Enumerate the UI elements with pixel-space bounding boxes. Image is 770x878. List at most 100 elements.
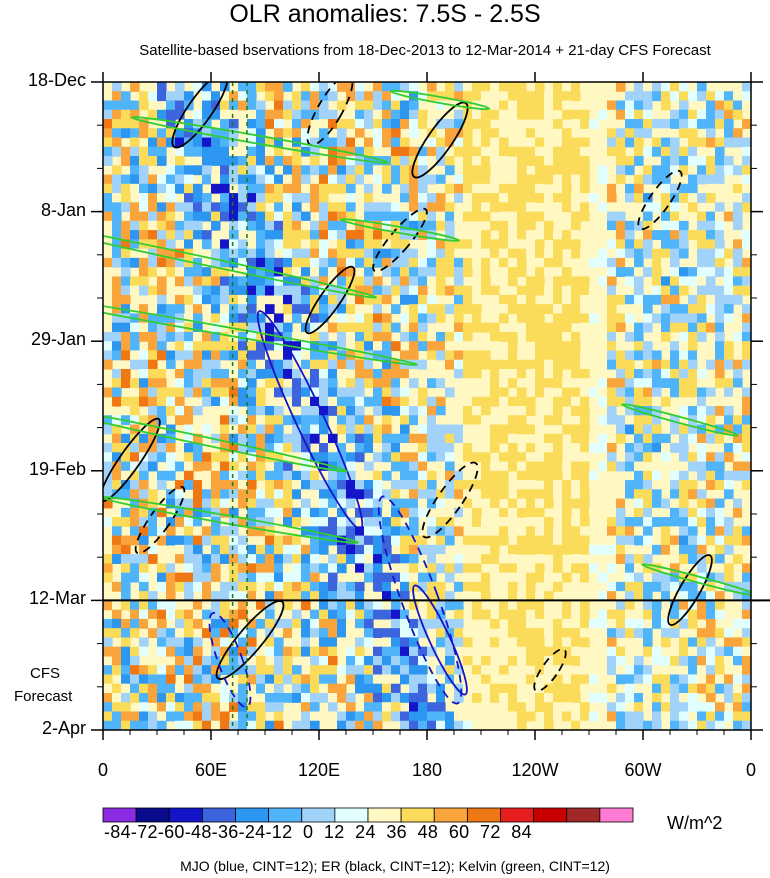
- field-cell: [742, 461, 751, 472]
- field-cell: [391, 82, 401, 92]
- field-cell: [580, 156, 590, 166]
- field-cell: [382, 368, 392, 379]
- field-cell: [310, 146, 320, 157]
- field-cell: [157, 720, 167, 730]
- field-cell: [409, 368, 419, 379]
- field-cell: [283, 628, 293, 639]
- field-cell: [211, 211, 221, 222]
- field-cell: [400, 193, 410, 203]
- field-cell: [112, 692, 122, 703]
- field-cell: [679, 489, 689, 500]
- field-cell: [310, 313, 320, 324]
- field-cell: [517, 230, 527, 240]
- field-cell: [301, 572, 311, 583]
- field-cell: [265, 165, 275, 176]
- field-cell: [337, 618, 347, 629]
- field-cell: [265, 193, 275, 203]
- field-cell: [319, 313, 329, 324]
- field-cell: [283, 230, 293, 240]
- field-cell: [292, 331, 302, 342]
- field-cell: [688, 507, 698, 518]
- field-cell: [652, 600, 662, 611]
- field-cell: [373, 239, 383, 250]
- field-cell: [679, 220, 689, 231]
- field-cell: [274, 424, 284, 435]
- field-cell: [256, 341, 266, 352]
- field-cell: [553, 563, 563, 574]
- field-cell: [274, 572, 284, 583]
- field-cell: [283, 655, 293, 666]
- field-cell: [643, 341, 653, 352]
- field-cell: [472, 535, 482, 546]
- field-cell: [157, 267, 167, 277]
- field-cell: [661, 609, 671, 620]
- field-cell: [526, 156, 536, 166]
- field-cell: [706, 294, 716, 305]
- field-cell: [715, 535, 725, 546]
- field-cell: [364, 480, 374, 490]
- field-cell: [571, 202, 581, 213]
- field-cell: [688, 452, 698, 463]
- field-cell: [526, 674, 536, 685]
- field-cell: [715, 406, 725, 416]
- field-cell: [724, 276, 734, 287]
- field-cell: [148, 239, 158, 250]
- field-cell: [247, 294, 257, 305]
- field-cell: [121, 100, 131, 111]
- field-cell: [571, 146, 581, 157]
- field-cell: [202, 230, 212, 240]
- field-cell: [112, 683, 122, 694]
- field-cell: [310, 415, 320, 426]
- field-cell: [391, 368, 401, 379]
- field-cell: [337, 554, 347, 564]
- field-cell: [706, 572, 716, 583]
- field-cell: [166, 137, 176, 148]
- field-cell: [436, 322, 446, 333]
- field-cell: [220, 100, 230, 111]
- field-cell: [382, 396, 392, 407]
- field-cell: [229, 230, 239, 240]
- field-cell: [481, 165, 491, 176]
- field-cell: [148, 156, 158, 166]
- field-cell: [139, 230, 149, 240]
- field-cell: [247, 581, 257, 592]
- field-cell: [607, 443, 617, 453]
- field-cell: [427, 220, 437, 231]
- field-cell: [544, 433, 554, 444]
- field-cell: [688, 119, 698, 129]
- field-cell: [184, 692, 194, 703]
- field-cell: [202, 461, 212, 472]
- field-cell: [544, 248, 554, 259]
- field-cell: [292, 618, 302, 629]
- field-cell: [337, 535, 347, 546]
- field-cell: [193, 665, 203, 676]
- field-cell: [301, 378, 311, 389]
- field-cell: [220, 452, 230, 463]
- field-cell: [346, 692, 356, 703]
- field-cell: [580, 82, 590, 92]
- field-cell: [238, 100, 248, 111]
- field-cell: [364, 470, 374, 481]
- field-cell: [688, 183, 698, 194]
- field-cell: [310, 692, 320, 703]
- field-cell: [130, 183, 140, 194]
- field-cell: [724, 535, 734, 546]
- field-cell: [598, 470, 608, 481]
- field-cell: [400, 535, 410, 546]
- field-cell: [661, 174, 671, 185]
- field-cell: [139, 461, 149, 472]
- field-cell: [562, 378, 572, 389]
- field-cell: [481, 433, 491, 444]
- field-cell: [517, 183, 527, 194]
- field-cell: [634, 294, 644, 305]
- field-cell: [715, 424, 725, 435]
- field-cell: [310, 322, 320, 333]
- field-cell: [139, 646, 149, 657]
- field-cell: [211, 220, 221, 231]
- field-cell: [535, 183, 545, 194]
- field-cell: [571, 368, 581, 379]
- field-cell: [427, 702, 437, 713]
- field-cell: [553, 146, 563, 157]
- field-cell: [130, 720, 140, 730]
- field-cell: [643, 146, 653, 157]
